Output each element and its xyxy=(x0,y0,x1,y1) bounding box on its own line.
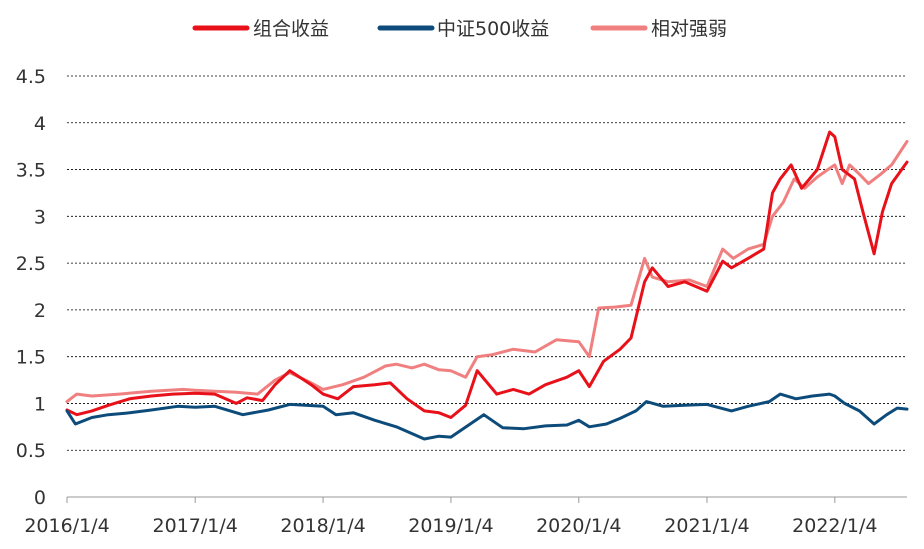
legend-label: 中证500收益 xyxy=(437,18,549,40)
y-axis-tick-labels: 0 0.5 1 1.5 2 2.5 3 3.5 4 4.5 xyxy=(16,66,46,509)
legend-item: 中证500收益 xyxy=(377,18,549,40)
y-tick-label: 3 xyxy=(34,206,46,228)
x-tick-label: 2020/1/4 xyxy=(536,515,621,537)
series-line xyxy=(65,392,909,441)
legend-item: 组合收益 xyxy=(192,18,329,40)
x-tick-label: 2019/1/4 xyxy=(408,515,493,537)
chart-legend: 组合收益 中证500收益 相对强弱 xyxy=(192,18,727,40)
y-tick-label: 1 xyxy=(34,393,46,415)
y-tick-label: 4 xyxy=(34,113,46,135)
x-axis: 2016/1/4 2017/1/4 2018/1/4 2019/1/4 2020/1/4… xyxy=(24,496,907,537)
series-lines xyxy=(65,130,909,441)
legend-item: 相对强弱 xyxy=(590,18,727,40)
x-tick-label: 2016/1/4 xyxy=(24,515,109,537)
series-line xyxy=(65,140,909,404)
x-tick-label: 2022/1/4 xyxy=(792,515,877,537)
legend-label: 相对强弱 xyxy=(651,18,727,40)
y-tick-label: 3.5 xyxy=(16,160,46,182)
legend-label: 组合收益 xyxy=(253,18,329,40)
y-tick-label: 2.5 xyxy=(16,253,46,275)
x-tick-label: 2017/1/4 xyxy=(153,515,238,537)
y-tick-label: 0 xyxy=(34,487,46,509)
series-line xyxy=(65,130,909,419)
y-tick-label: 0.5 xyxy=(16,440,46,462)
x-tick-label: 2018/1/4 xyxy=(280,515,365,537)
x-tick-label: 2021/1/4 xyxy=(664,515,749,537)
y-tick-label: 1.5 xyxy=(16,347,46,369)
y-tick-label: 4.5 xyxy=(16,66,46,88)
y-tick-label: 2 xyxy=(34,300,46,322)
